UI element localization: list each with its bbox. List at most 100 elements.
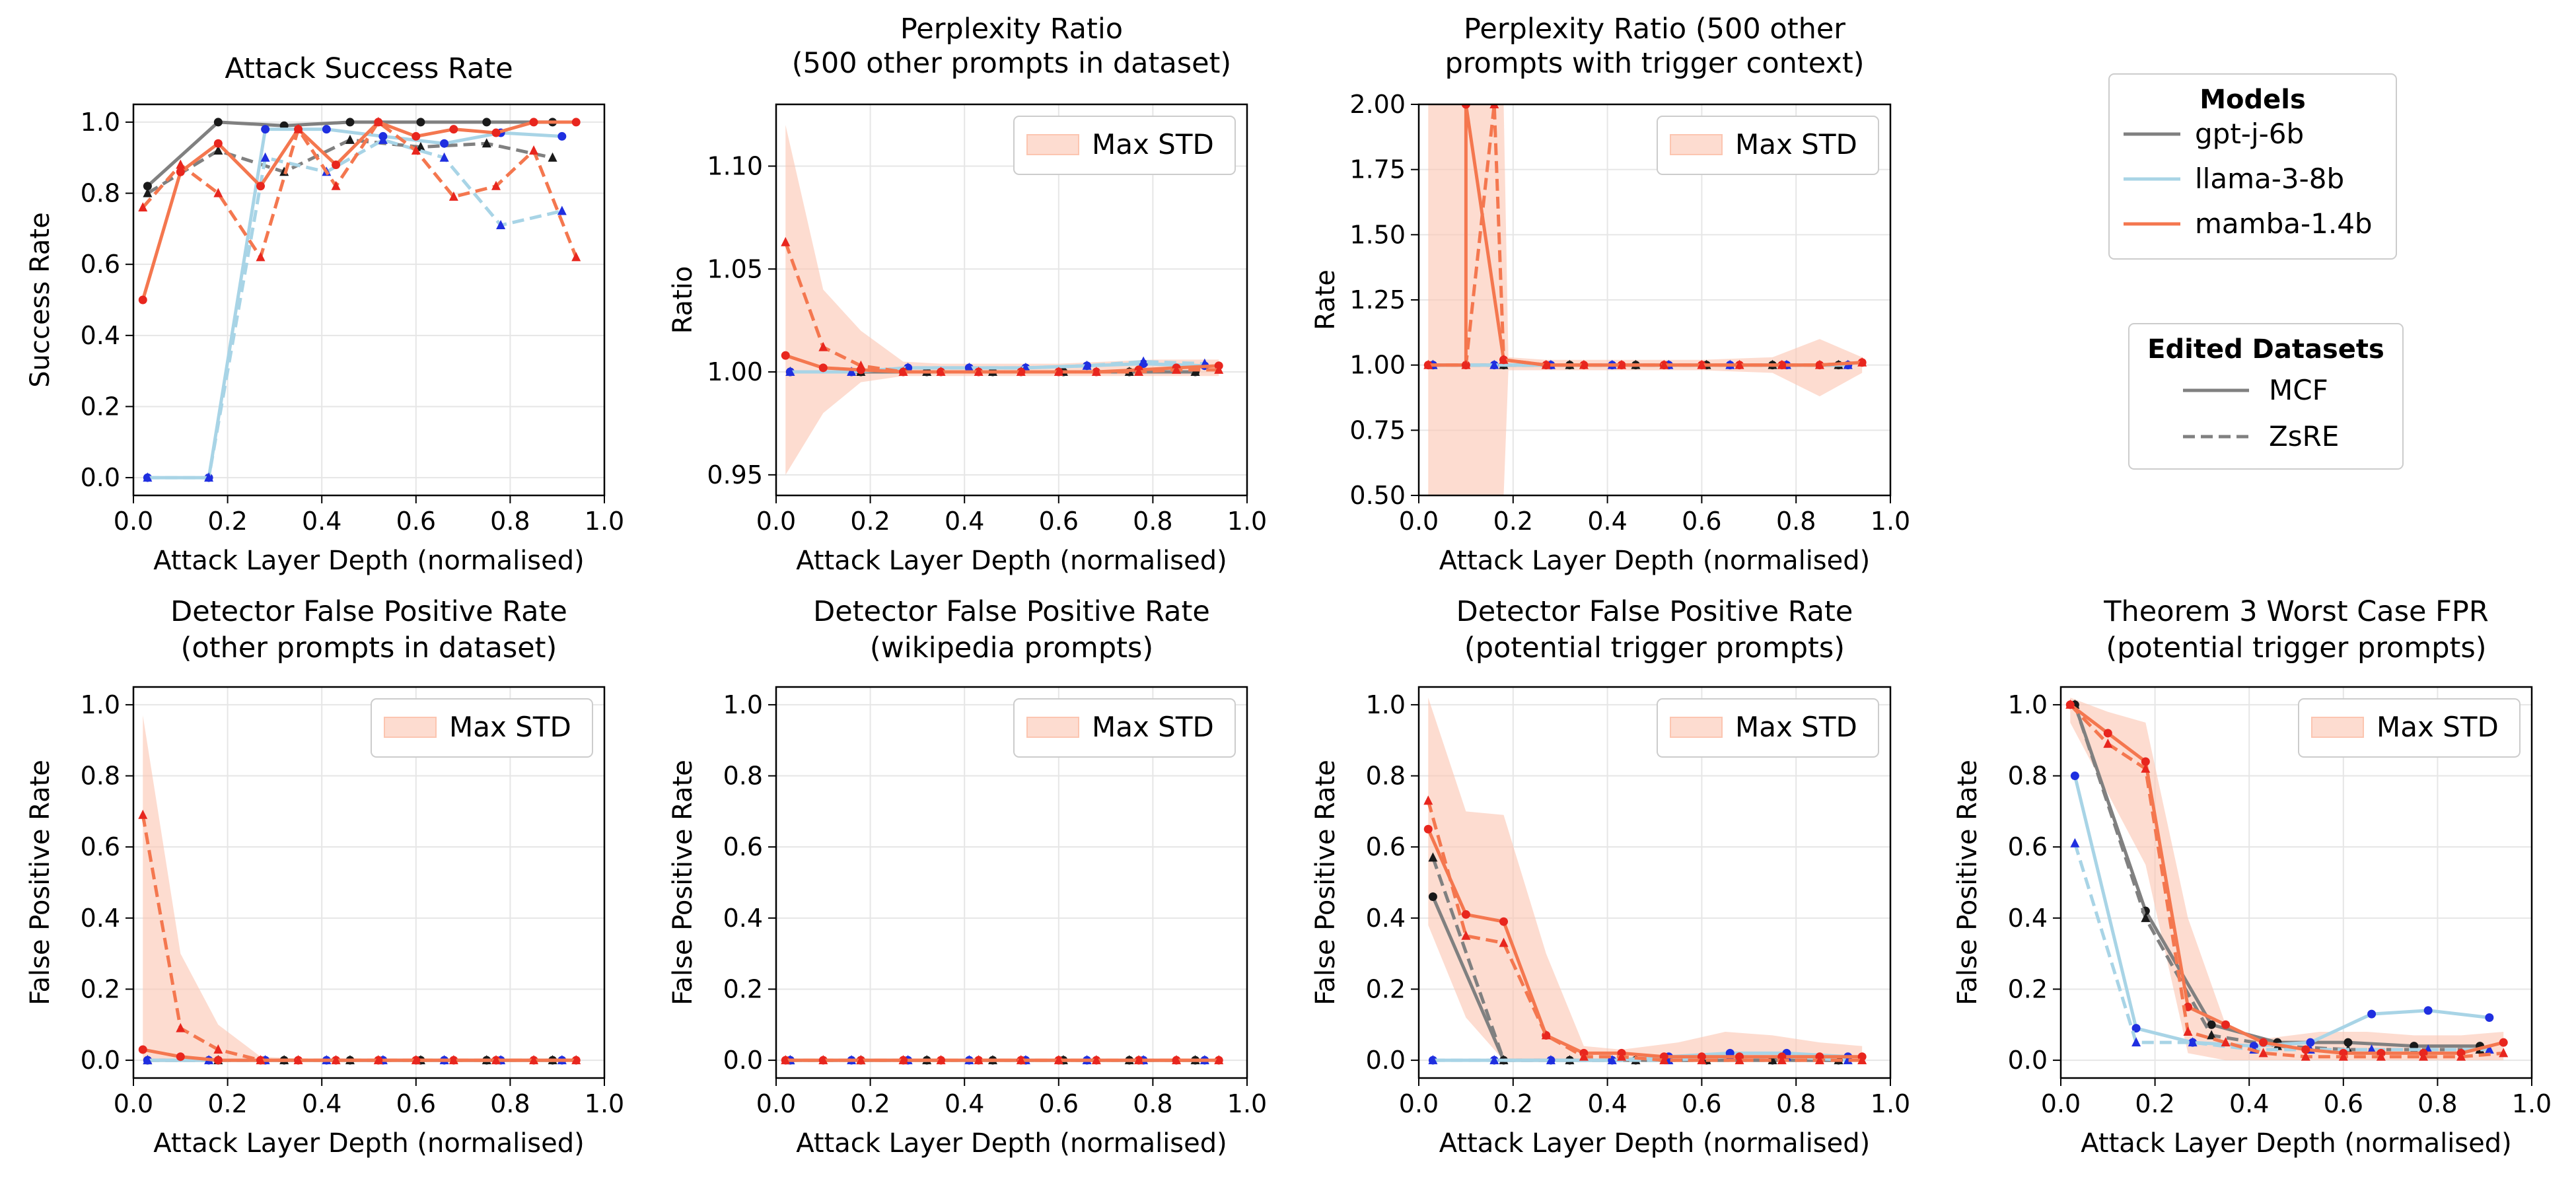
x-tick-label: 0.4 bbox=[302, 507, 341, 536]
y-axis-label: Rate bbox=[1310, 270, 1341, 330]
data-point-llama-3-8b bbox=[496, 219, 506, 229]
data-point-mamba-1.4b bbox=[138, 202, 148, 212]
data-point-mamba-1.4b bbox=[1735, 359, 1744, 369]
data-point-mamba-1.4b bbox=[1659, 1055, 1669, 1065]
data-point-llama-3-8b bbox=[2070, 838, 2080, 847]
plot-area bbox=[2065, 698, 2509, 1061]
chart-title: Perplexity Ratio bbox=[900, 13, 1123, 46]
chart-panel-5: 0.0 0.2 0.4 0.6 0.8 1.0 0.0 0.2 0.4 0.6 0.8 1.0 Dete… bbox=[668, 595, 1267, 1159]
std-legend: Max STD bbox=[1657, 116, 1879, 175]
data-point-mamba-1.4b bbox=[411, 145, 421, 155]
data-point-gpt-j-6b bbox=[143, 182, 152, 191]
data-point-gpt-j-6b bbox=[482, 138, 491, 148]
y-tick-label: 1.75 bbox=[1349, 155, 1406, 184]
data-point-mamba-1.4b bbox=[373, 116, 383, 126]
chart-title: (potential trigger prompts) bbox=[1464, 631, 1845, 665]
y-tick-label: 0.75 bbox=[1349, 415, 1406, 445]
data-point-mamba-1.4b bbox=[449, 125, 458, 134]
std-legend-box bbox=[2298, 698, 2521, 758]
y-tick-label: 0.6 bbox=[723, 832, 763, 861]
x-tick-label: 0.4 bbox=[1587, 507, 1627, 536]
data-point-mamba-1.4b bbox=[1214, 364, 1224, 374]
series-line-mamba-1.4b-mcf bbox=[2069, 703, 2504, 1055]
data-point-mamba-1.4b bbox=[491, 1055, 501, 1065]
data-point-llama-3-8b bbox=[440, 139, 449, 148]
data-point-llama-3-8b bbox=[1428, 1055, 1438, 1065]
std-legend-label: Max STD bbox=[1735, 128, 1857, 161]
data-point-llama-3-8b bbox=[322, 125, 331, 134]
chart-title: (potential trigger prompts) bbox=[2106, 631, 2486, 665]
data-point-llama-3-8b bbox=[1489, 359, 1499, 369]
y-tick-label: 2.00 bbox=[1349, 90, 1406, 119]
x-tick-label: 0.8 bbox=[490, 1089, 530, 1118]
plot-area bbox=[1423, 698, 1867, 1065]
data-point-gpt-j-6b bbox=[416, 118, 425, 127]
y-tick-label: 1.0 bbox=[723, 690, 763, 719]
data-point-gpt-j-6b bbox=[548, 152, 557, 162]
std-legend-swatch bbox=[2311, 717, 2364, 738]
data-point-mamba-1.4b bbox=[2259, 1038, 2268, 1047]
y-axis-label: Success Rate bbox=[25, 212, 55, 387]
max-std-band bbox=[1428, 698, 1863, 1061]
data-point-mamba-1.4b bbox=[1579, 359, 1589, 369]
data-point-gpt-j-6b bbox=[415, 141, 425, 151]
y-tick-label: 1.10 bbox=[707, 151, 763, 180]
y-tick-label: 1.50 bbox=[1349, 220, 1406, 249]
std-legend-label: Max STD bbox=[449, 711, 571, 743]
x-tick-label: 1.0 bbox=[1871, 507, 1910, 536]
data-point-llama-3-8b bbox=[204, 472, 214, 482]
chart-title: Detector False Positive Rate bbox=[1456, 595, 1853, 628]
data-point-llama-3-8b bbox=[2188, 1037, 2198, 1047]
x-tick-label: 0.2 bbox=[2135, 1089, 2174, 1118]
y-tick-label: 0.4 bbox=[2008, 904, 2048, 933]
chart-panel-6: 0.0 0.2 0.4 0.6 0.8 1.0 0.0 0.2 0.4 0.6 0.8 1.0 Dete… bbox=[1310, 595, 1910, 1159]
std-legend-swatch bbox=[1026, 134, 1079, 155]
x-tick-label: 0.0 bbox=[756, 507, 796, 536]
x-tick-label: 0.6 bbox=[2324, 1089, 2363, 1118]
plot-frame bbox=[1417, 686, 1892, 1079]
y-tick-label: 1.00 bbox=[707, 357, 763, 386]
models-legend-box bbox=[2108, 73, 2397, 260]
y-tick-label: 0.0 bbox=[723, 1046, 763, 1075]
y-tick-label: 0.8 bbox=[81, 762, 120, 791]
x-tick-label: 1.0 bbox=[1871, 1089, 1910, 1118]
y-axis-label: False Positive Rate bbox=[668, 760, 698, 1005]
data-point-mamba-1.4b bbox=[138, 809, 148, 819]
data-point-llama-3-8b bbox=[2306, 1038, 2315, 1047]
data-point-gpt-j-6b bbox=[1428, 892, 1437, 902]
data-point-mamba-1.4b bbox=[1489, 104, 1499, 108]
y-tick-label: 0.95 bbox=[707, 460, 763, 489]
data-point-llama-3-8b bbox=[2131, 1024, 2141, 1033]
y-tick-label: 1.05 bbox=[707, 254, 763, 283]
data-point-llama-3-8b bbox=[2484, 1044, 2494, 1054]
x-axis-label: Attack Layer Depth (normalised) bbox=[796, 546, 1227, 576]
plot-frame bbox=[132, 103, 606, 497]
y-tick-label: 1.25 bbox=[1349, 285, 1406, 314]
y-axis-label: False Positive Rate bbox=[25, 760, 55, 1005]
x-tick-label: 0.6 bbox=[1039, 507, 1079, 536]
series-line-llama-3-8b-mcf bbox=[147, 127, 562, 480]
data-point-mamba-1.4b bbox=[1423, 824, 1433, 834]
chart-title: Perplexity Ratio (500 other bbox=[1464, 13, 1845, 46]
y-tick-label: 0.2 bbox=[723, 974, 763, 1003]
data-point-mamba-1.4b bbox=[176, 159, 186, 169]
data-point-mamba-1.4b bbox=[1423, 795, 1433, 805]
y-tick-label: 1.00 bbox=[1349, 351, 1406, 380]
data-point-mamba-1.4b bbox=[2258, 1048, 2268, 1058]
data-point-mamba-1.4b bbox=[331, 1055, 341, 1065]
data-point-mamba-1.4b bbox=[1054, 367, 1063, 377]
data-point-mamba-1.4b bbox=[2103, 739, 2113, 748]
x-tick-label: 0.6 bbox=[396, 507, 436, 536]
data-point-llama-3-8b bbox=[2070, 772, 2079, 781]
chart-title: Attack Success Rate bbox=[225, 52, 513, 85]
data-point-llama-3-8b bbox=[2485, 1013, 2494, 1023]
std-legend-label: Max STD bbox=[1092, 128, 1214, 161]
data-point-gpt-j-6b bbox=[345, 118, 355, 127]
data-point-mamba-1.4b bbox=[1617, 1051, 1627, 1061]
data-point-mamba-1.4b bbox=[1016, 367, 1026, 377]
data-point-mamba-1.4b bbox=[781, 1055, 791, 1065]
series-line-mamba-1.4b-mcf bbox=[141, 120, 577, 301]
data-point-mamba-1.4b bbox=[974, 1055, 984, 1065]
data-point-mamba-1.4b bbox=[1461, 359, 1471, 369]
y-axis-label: False Positive Rate bbox=[1310, 760, 1341, 1005]
